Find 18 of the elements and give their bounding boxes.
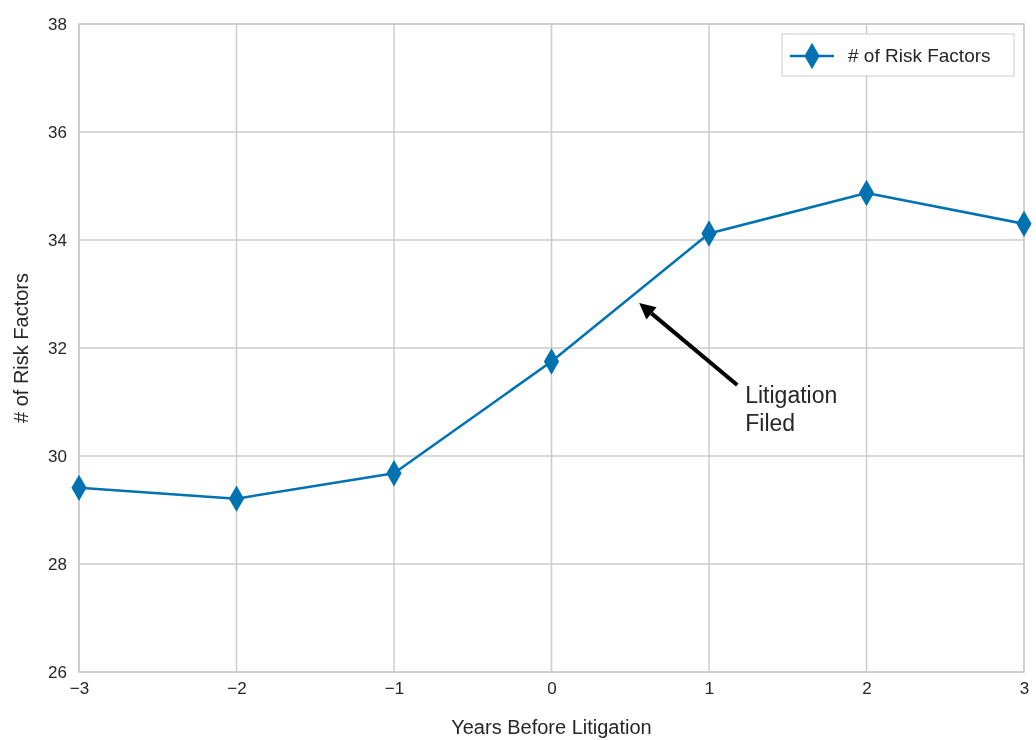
x-tick-label: 2 [862, 679, 872, 699]
y-tick-label: 28 [48, 554, 67, 574]
x-tick-label: 3 [1019, 679, 1030, 699]
x-tick-label: −1 [384, 679, 405, 699]
y-tick-label: 34 [48, 230, 67, 250]
y-tick-label: 38 [48, 14, 67, 34]
x-tick-label: −2 [227, 679, 247, 699]
y-tick-label: 36 [48, 122, 67, 142]
x-tick-label: 0 [547, 679, 557, 699]
y-tick-label: 30 [48, 446, 67, 466]
y-tick-label: 32 [48, 338, 67, 358]
y-axis-title: # of Risk Factors [10, 272, 32, 424]
annotation: Litigation Filed [745, 382, 838, 436]
x-tick-label: −3 [69, 679, 90, 699]
y-tick-label: 26 [48, 662, 67, 682]
x-axis-title: Years Before Litigation [451, 716, 652, 738]
legend-label: # of Risk Factors [848, 45, 991, 66]
x-tick-label: 1 [704, 679, 715, 699]
